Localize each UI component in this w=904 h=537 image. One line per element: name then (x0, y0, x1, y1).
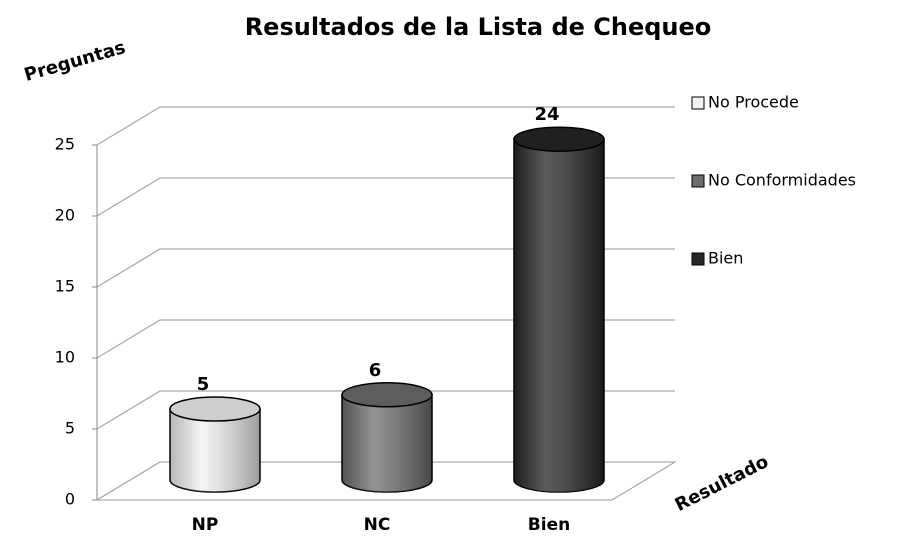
legend-label: No Procede (708, 93, 799, 112)
bar-top (169, 396, 261, 422)
bar-shade (342, 394, 432, 492)
bar (341, 382, 433, 493)
x-axis-label: Resultado (672, 451, 772, 516)
grid-line (96, 248, 675, 288)
y-axis-label: Preguntas (22, 37, 128, 86)
y-tick-label: 10 (55, 348, 75, 367)
x-tick-label: Bien (528, 515, 570, 535)
grid-line (96, 461, 675, 501)
bar (513, 126, 605, 493)
bar (169, 396, 261, 493)
legend-label: Bien (708, 249, 743, 268)
y-tick-label: 0 (65, 490, 75, 509)
bar-top-shade (514, 127, 604, 152)
bar-shade (170, 409, 260, 492)
grid-line (96, 319, 675, 359)
y-tick-label: 25 (55, 135, 75, 154)
y-tick-label: 15 (55, 277, 75, 296)
legend-swatch (691, 96, 705, 110)
bar-shade (514, 139, 604, 492)
bar-top (341, 382, 433, 408)
chart-title: Resultados de la Lista de Chequeo (245, 13, 712, 41)
data-label: 5 (197, 374, 210, 395)
legend-swatch (691, 174, 705, 188)
y-tick-label: 20 (55, 206, 75, 225)
data-label: 6 (369, 360, 382, 381)
legend-swatch (691, 252, 705, 266)
x-tick-label: NP (192, 515, 219, 535)
y-tick-label: 5 (65, 419, 75, 438)
legend-label: No Conformidades (708, 171, 856, 190)
data-label: 24 (534, 104, 559, 125)
bar-top (513, 126, 605, 152)
bar-top-shade (170, 397, 260, 421)
grid-line (96, 390, 675, 430)
x-tick-label: NC (364, 515, 391, 535)
grid-line (96, 177, 675, 217)
grid-line (96, 106, 675, 146)
bar-top-shade (342, 382, 432, 407)
